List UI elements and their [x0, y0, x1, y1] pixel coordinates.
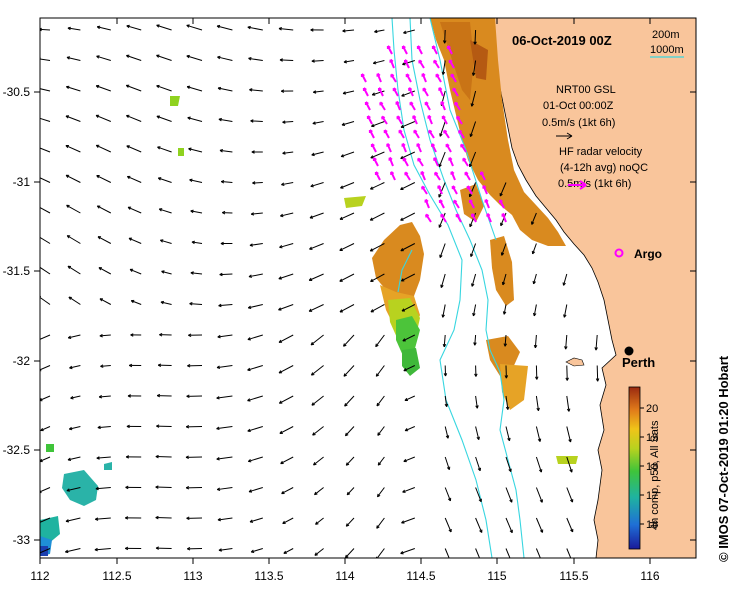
model-vectors [40, 24, 600, 558]
perth-label: Perth [622, 355, 655, 370]
x-tick-label: 115 [487, 569, 506, 583]
sst-patches [40, 18, 578, 556]
land-mass [493, 18, 696, 558]
argo-label: Argo [634, 247, 662, 261]
y-axis: -30.5 -31 -31.5 -32 -32.5 -33 [3, 85, 696, 547]
model-legend-line3: 0.5m/s (1kt 6h) [542, 117, 615, 129]
isobath-lines [391, 18, 525, 558]
x-axis: 112 112.5 113 113.5 114 114.5 115 115.5 116 [30, 18, 660, 583]
radar-legend-line2: (4-12h avg) noQC [560, 162, 648, 174]
y-tick-label: -31 [13, 175, 31, 189]
x-tick-label: 113.5 [254, 569, 283, 583]
island [565, 357, 585, 367]
x-tick-label: 112 [30, 569, 49, 583]
colorbar-tick-label: 17 [646, 490, 658, 502]
y-tick-label: -32 [13, 354, 31, 368]
x-tick-label: 114.5 [406, 569, 435, 583]
colorbar-tick-label: 18 [646, 461, 658, 473]
x-tick-label: 116 [640, 569, 659, 583]
x-tick-label: 114 [335, 569, 354, 583]
y-tick-label: -30.5 [3, 85, 31, 99]
y-tick-label: -33 [13, 533, 31, 547]
model-legend-line2: 01-Oct 00:00Z [543, 100, 614, 112]
model-legend-line1: NRT00 GSL [556, 84, 616, 96]
x-tick-label: 112.5 [102, 569, 131, 583]
argo-marker [614, 248, 624, 258]
radar-legend-line1: HF radar velocity [559, 146, 643, 158]
x-tick-label: 115.5 [559, 569, 588, 583]
radar-legend-line3: 0.5m/s (1kt 6h) [558, 178, 631, 190]
plot-frame [39, 17, 697, 559]
y-tick-label: -32.5 [3, 443, 31, 457]
isobath-1000-label: 1000m [650, 44, 684, 56]
x-tick-label: 113 [183, 569, 202, 583]
colorbar-tick-label: 16 [646, 519, 658, 531]
radar-vectors [360, 45, 507, 223]
colorbar-ticks: 20 19 18 17 16 [640, 403, 658, 531]
isobath-200-label: 200m [652, 29, 680, 41]
colorbar [628, 386, 641, 550]
perth-marker [624, 346, 634, 356]
model-legend-arrow [556, 132, 573, 140]
map-title: 06-Oct-2019 00Z [512, 33, 612, 48]
y-tick-label: -31.5 [3, 264, 31, 278]
colorbar-tick-label: 19 [646, 432, 658, 444]
colorbar-label: 4h comp, p50, All Sats [649, 420, 661, 530]
credit-text: © IMOS 07-Oct-2019 01:20 Hobart [716, 355, 731, 562]
radar-legend-arrow [568, 180, 587, 190]
colorbar-tick-label: 20 [646, 403, 658, 415]
